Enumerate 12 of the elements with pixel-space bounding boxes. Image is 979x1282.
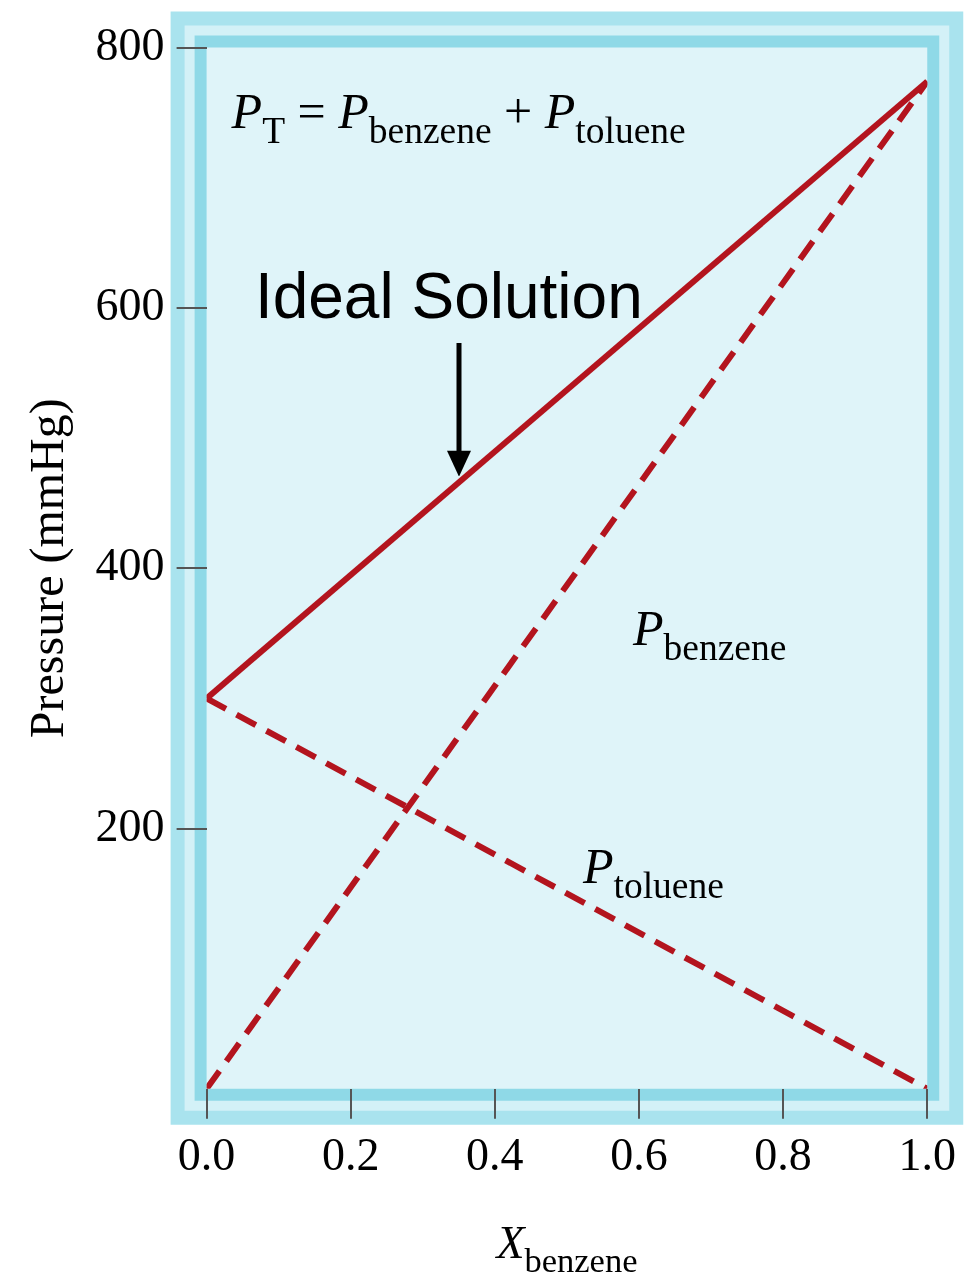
x-tick-label: 0.8 [754,1129,812,1181]
y-axis-title: Pressure (mmHg) [20,398,75,739]
annotation: Ideal Solution [254,259,643,332]
x-tick-label: 0.2 [321,1129,380,1181]
x-tick-label: 0.6 [610,1129,668,1181]
x-tick-label: 0.0 [177,1129,236,1181]
y-tick-label: 600 [95,278,165,330]
y-tick-label: 800 [95,18,165,70]
x-tick-label: 1.0 [898,1129,956,1181]
x-tick-label: 0.4 [466,1129,524,1181]
y-tick-label: 200 [95,799,165,851]
y-tick-label: 400 [95,539,165,591]
